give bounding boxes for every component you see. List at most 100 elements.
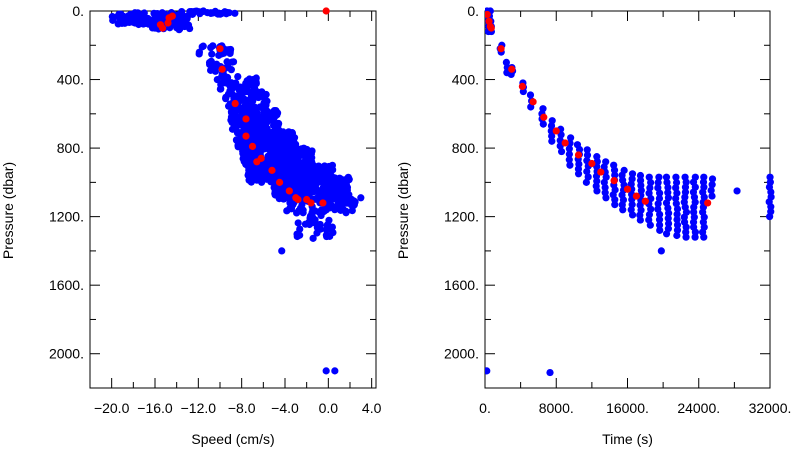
x-tick-label: 32000. [749, 400, 792, 416]
blue-data-point [256, 148, 264, 157]
blue-data-point [188, 10, 197, 18]
red-data-point [529, 98, 537, 106]
blue-data-point [254, 168, 262, 176]
blue-data-point [276, 184, 284, 192]
blue-data-point [664, 219, 673, 228]
blue-data-point [647, 178, 655, 187]
blue-data-point [657, 247, 665, 255]
blue-data-point [299, 174, 307, 182]
blue-data-point [134, 9, 142, 17]
blue-data-point [565, 150, 573, 158]
y-tick-label: 2000. [444, 346, 479, 362]
blue-data-point [673, 205, 682, 213]
red-data-point [216, 45, 224, 53]
blue-data-point [331, 367, 339, 375]
blue-data-point [547, 127, 555, 135]
blue-data-point [270, 145, 278, 153]
blue-data-point [673, 231, 681, 240]
y-tick-label: 0. [467, 3, 479, 19]
blue-data-point [627, 180, 635, 188]
y-tick-label: 1200. [444, 209, 479, 225]
blue-data-point [208, 50, 216, 58]
blue-data-point [290, 161, 298, 170]
blue-data-point [218, 72, 226, 80]
red-data-point [285, 187, 293, 195]
red-data-point [242, 132, 250, 140]
blue-data-point [313, 194, 321, 202]
red-data-point [168, 12, 176, 20]
blue-data-point [231, 9, 239, 17]
blue-data-point [293, 209, 301, 217]
red-data-point [497, 45, 505, 53]
blue-data-point [619, 206, 627, 214]
blue-data-point [583, 151, 592, 159]
blue-data-point [296, 225, 304, 233]
blue-data-point [766, 213, 774, 221]
blue-data-point [227, 66, 235, 74]
points-layer [108, 7, 365, 375]
blue-data-point [566, 161, 574, 169]
blue-data-point [301, 147, 309, 156]
blue-data-point [271, 189, 279, 198]
blue-data-point [260, 111, 268, 120]
red-data-point [487, 24, 495, 32]
blue-data-point [245, 153, 253, 161]
blue-data-point [557, 147, 566, 156]
red-data-point [253, 158, 261, 166]
blue-data-point [244, 170, 253, 178]
y-tick-label: 400. [452, 72, 479, 88]
blue-data-point [313, 229, 321, 237]
points-layer [485, 7, 775, 377]
blue-data-point [565, 156, 573, 164]
blue-data-point [664, 209, 673, 217]
blue-data-point [219, 78, 228, 86]
blue-data-point [655, 216, 664, 224]
blue-data-point [245, 163, 253, 171]
blue-data-point [299, 206, 307, 214]
y-axis-title: Pressure (dbar) [0, 162, 16, 259]
blue-data-point [672, 173, 680, 181]
y-axis-title: Pressure (dbar) [395, 162, 411, 259]
red-data-point [632, 192, 641, 200]
x-tick-label: −12.0 [181, 400, 217, 416]
blue-data-point [302, 181, 310, 189]
blue-data-point [125, 12, 133, 20]
blue-data-point [296, 151, 304, 160]
plot-frame [484, 10, 771, 389]
blue-data-point [357, 194, 365, 202]
blue-data-point [574, 170, 583, 178]
blue-data-point [322, 367, 330, 375]
blue-data-point [682, 233, 690, 241]
blue-data-point [236, 90, 244, 98]
blue-data-point [117, 10, 125, 18]
blue-data-point [539, 120, 547, 128]
blue-data-point [209, 9, 217, 17]
red-data-point [322, 7, 330, 15]
blue-data-point [222, 93, 230, 101]
blue-data-point [583, 146, 591, 154]
x-axis-title: Speed (cm/s) [191, 431, 274, 447]
red-data-point [268, 166, 276, 174]
blue-data-point [290, 137, 298, 145]
blue-data-point [655, 173, 663, 181]
blue-data-point [290, 144, 298, 153]
blue-data-point [235, 112, 243, 121]
blue-data-point [301, 220, 310, 228]
blue-data-point [313, 185, 321, 193]
blue-data-point [646, 221, 654, 229]
blue-data-point [286, 167, 295, 175]
red-data-point [704, 199, 712, 207]
red-data-point [319, 199, 327, 207]
red-data-point [275, 178, 284, 186]
blue-data-point [689, 218, 698, 226]
blue-data-point [279, 133, 287, 141]
blue-data-point [565, 145, 573, 153]
blue-data-point [700, 233, 708, 241]
y-tick-label: 2000. [49, 346, 84, 362]
blue-data-point [207, 57, 215, 65]
blue-data-point [557, 131, 565, 139]
y-tick-label: 400. [57, 72, 84, 88]
blue-data-point [236, 129, 244, 137]
blue-data-point [690, 203, 698, 211]
blue-data-point [254, 132, 262, 140]
